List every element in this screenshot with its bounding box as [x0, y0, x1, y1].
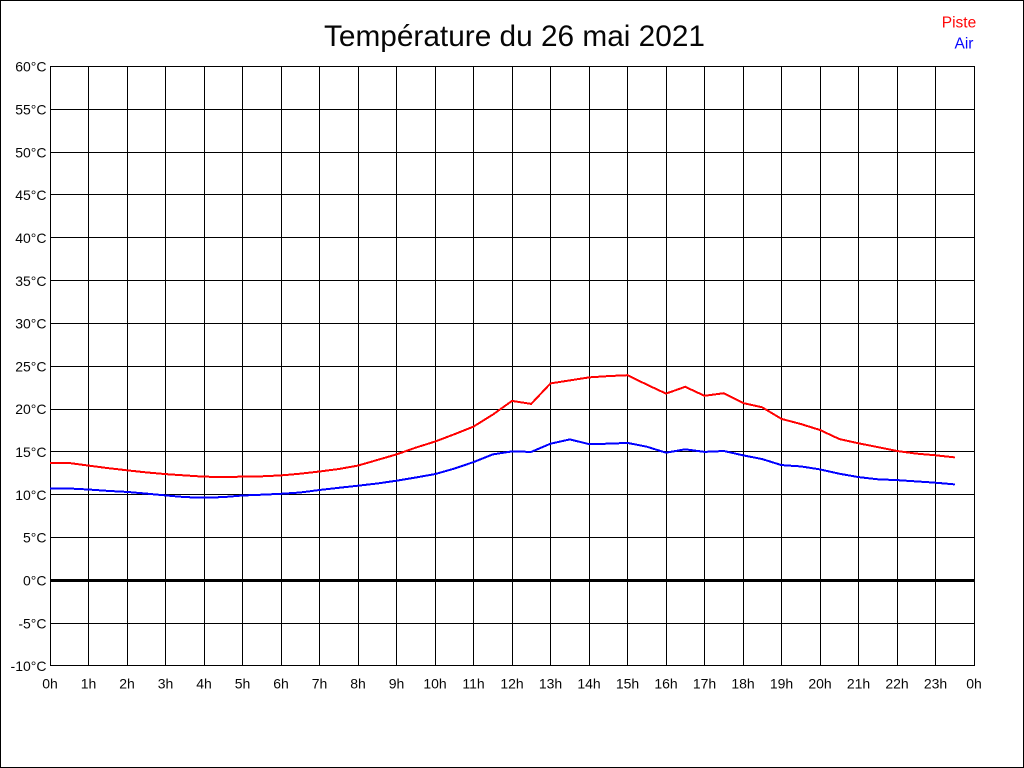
svg-text:22h: 22h	[885, 676, 908, 692]
svg-text:10°C: 10°C	[15, 487, 46, 503]
svg-text:0h: 0h	[966, 676, 982, 692]
svg-text:15h: 15h	[616, 676, 639, 692]
svg-text:55°C: 55°C	[15, 102, 46, 118]
svg-text:5h: 5h	[235, 676, 251, 692]
svg-text:23h: 23h	[924, 676, 947, 692]
svg-text:2h: 2h	[119, 676, 135, 692]
svg-text:14h: 14h	[577, 676, 600, 692]
svg-text:40°C: 40°C	[15, 230, 46, 246]
svg-text:11h: 11h	[462, 676, 484, 692]
svg-text:18h: 18h	[731, 676, 754, 692]
svg-text:-10°C: -10°C	[11, 658, 47, 674]
svg-text:19h: 19h	[770, 676, 793, 692]
svg-text:12h: 12h	[500, 676, 523, 692]
svg-text:0°C: 0°C	[23, 573, 47, 589]
svg-text:20°C: 20°C	[15, 401, 46, 417]
svg-text:17h: 17h	[693, 676, 716, 692]
svg-text:45°C: 45°C	[15, 187, 46, 203]
svg-text:13h: 13h	[539, 676, 562, 692]
svg-text:1h: 1h	[81, 676, 97, 692]
svg-text:35°C: 35°C	[15, 273, 46, 289]
svg-text:5°C: 5°C	[23, 530, 47, 546]
svg-text:0h: 0h	[42, 676, 58, 692]
svg-text:-5°C: -5°C	[18, 615, 46, 631]
svg-text:7h: 7h	[312, 676, 328, 692]
svg-text:9h: 9h	[389, 676, 405, 692]
svg-text:60°C: 60°C	[15, 59, 46, 75]
svg-text:16h: 16h	[654, 676, 677, 692]
svg-text:Piste: Piste	[942, 15, 976, 32]
svg-text:25°C: 25°C	[15, 358, 46, 374]
svg-text:50°C: 50°C	[15, 144, 46, 160]
svg-text:20h: 20h	[808, 676, 831, 692]
svg-text:6h: 6h	[273, 676, 289, 692]
svg-text:8h: 8h	[350, 676, 366, 692]
svg-text:30°C: 30°C	[15, 316, 46, 332]
svg-text:10h: 10h	[423, 676, 446, 692]
svg-text:Température du 26 mai 2021: Température du 26 mai 2021	[324, 20, 705, 53]
svg-text:21h: 21h	[847, 676, 870, 692]
svg-text:15°C: 15°C	[15, 444, 46, 460]
svg-text:4h: 4h	[196, 676, 212, 692]
svg-text:3h: 3h	[158, 676, 174, 692]
svg-text:Air: Air	[955, 36, 974, 53]
